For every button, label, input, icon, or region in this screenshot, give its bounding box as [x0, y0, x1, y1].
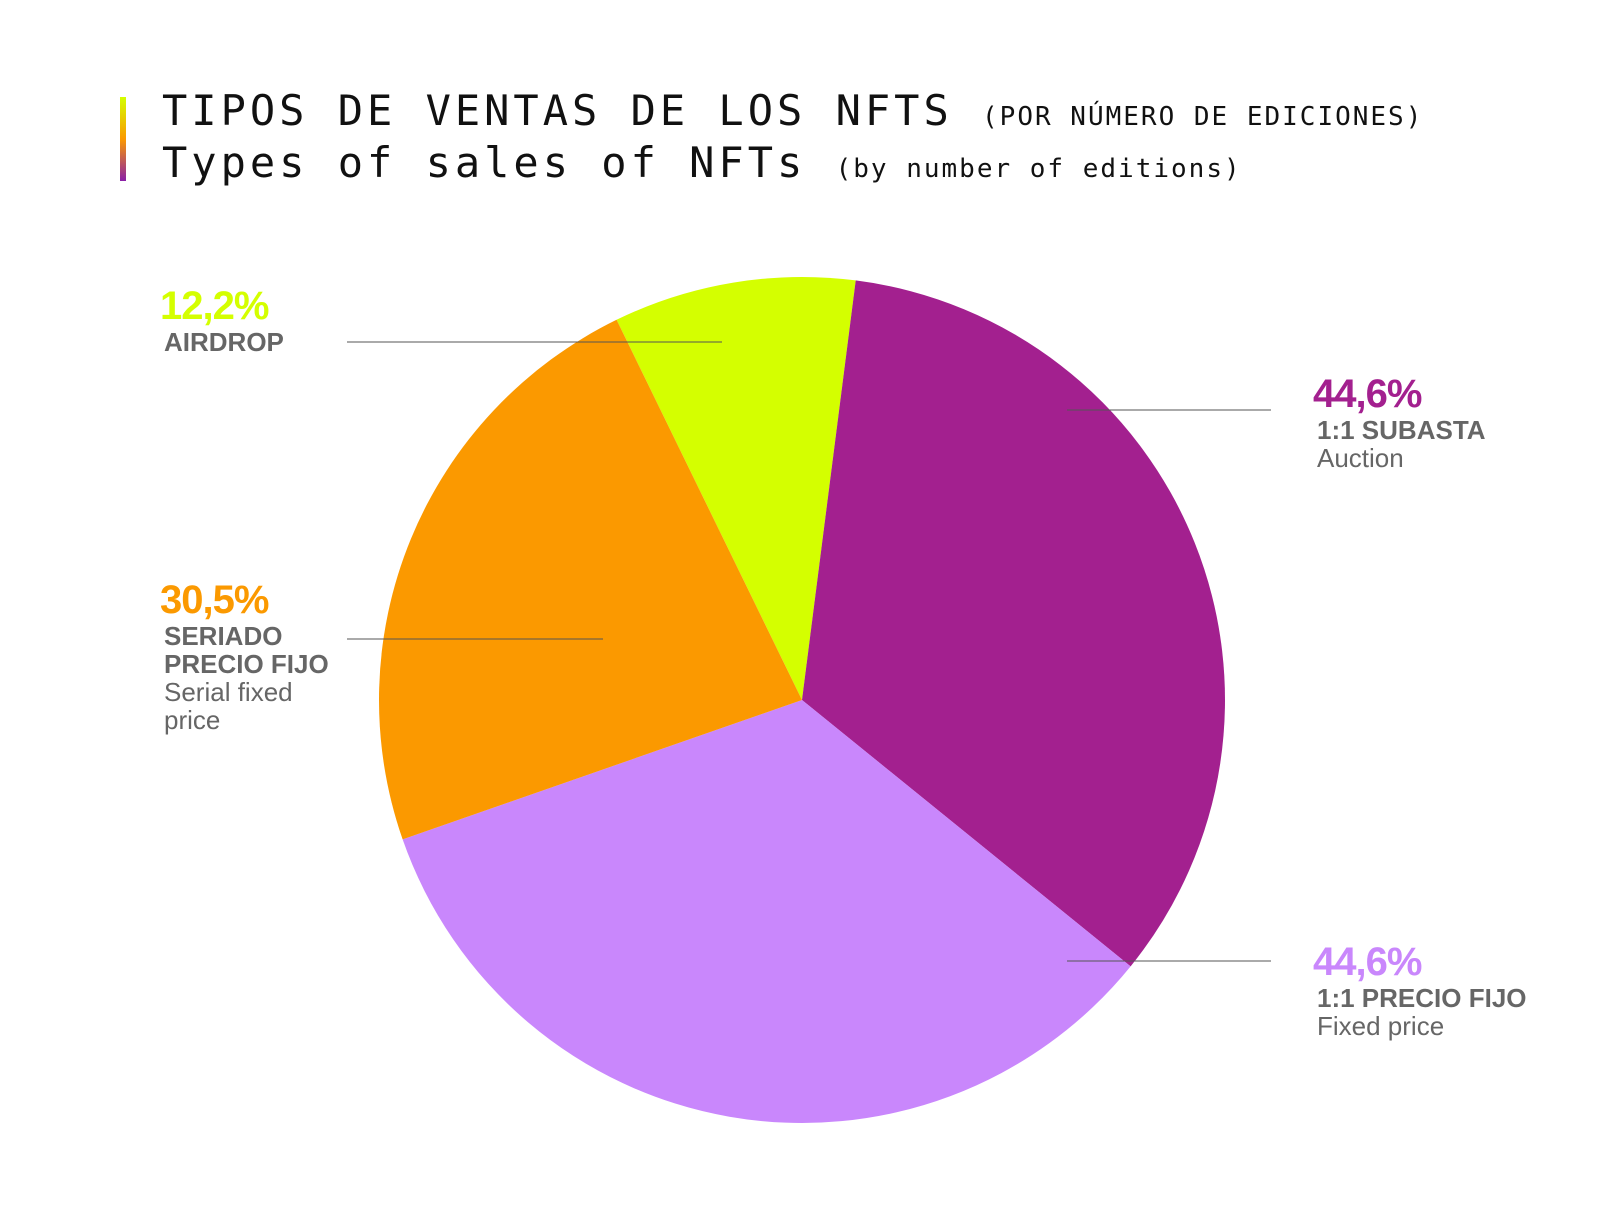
value-label: 44,6%	[1313, 940, 1422, 984]
pie-slice	[379, 319, 802, 840]
category-label: 1:1 PRECIO FIJO	[1317, 983, 1527, 1013]
category-label: SERIADO PRECIO FIJO	[164, 621, 329, 679]
pie-slice	[802, 280, 1225, 967]
title-note: (POR NÚMERO DE EDICIONES)	[982, 102, 1424, 132]
value-label: 44,6%	[1313, 372, 1422, 416]
category-description: Auction	[1317, 443, 1404, 473]
pie-slice	[402, 700, 1131, 1123]
slice-label: 44,6% 1:1 SUBASTA Auction	[1313, 372, 1563, 472]
subtitle-row: Types of sales of NFTs (by number of edi…	[162, 138, 1242, 187]
pie-slice	[616, 277, 856, 700]
category-label: AIRDROP	[164, 327, 284, 357]
slice-label: 12,2% AIRDROP	[160, 284, 410, 356]
title-accent	[120, 97, 126, 181]
subtitle-note: (by number of editions)	[835, 154, 1242, 184]
slice-label: 44,6% 1:1 PRECIO FIJO Fixed price	[1313, 940, 1563, 1040]
category-label: 1:1 SUBASTA	[1317, 415, 1486, 445]
category-description: Serial fixed price	[164, 677, 293, 735]
value-label: 12,2%	[160, 284, 269, 328]
value-label: 30,5%	[160, 578, 269, 622]
chart-title: TIPOS DE VENTAS DE LOS NFTS	[162, 86, 953, 135]
slice-label: 30,5% SERIADO PRECIO FIJO Serial fixed pri…	[160, 578, 410, 734]
category-description: Fixed price	[1317, 1011, 1445, 1041]
title-row: TIPOS DE VENTAS DE LOS NFTS (POR NÚMERO …	[162, 86, 1423, 135]
chart-subtitle: Types of sales of NFTs	[162, 138, 807, 187]
